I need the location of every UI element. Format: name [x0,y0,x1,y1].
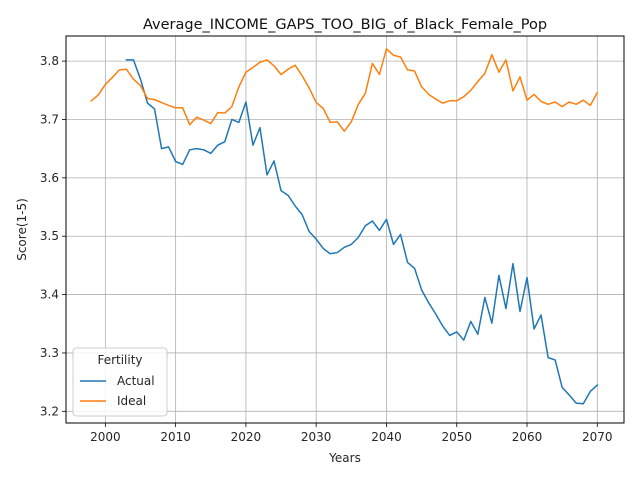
y-tick-label: 3.6 [40,171,59,185]
x-axis-ticks: 2000 2010 2020 2030 2040 2050 2060 2070 [90,423,613,444]
series-lines [90,48,599,405]
y-axis-ticks: 3.2 3.3 3.4 3.5 3.6 3.7 3.8 [40,54,66,418]
series-line-ideal [90,48,599,132]
y-tick-label: 3.5 [40,229,59,243]
x-tick-label: 2060 [512,430,543,444]
x-tick-label: 2020 [231,430,262,444]
legend-label-ideal: Ideal [117,394,146,408]
x-axis-title: Years [328,451,361,465]
x-tick-label: 2000 [90,430,121,444]
plot-frame [65,35,625,424]
x-tick-label: 2050 [441,430,472,444]
legend-label-actual: Actual [117,374,155,388]
series-line-actual [125,59,599,405]
x-tick-label: 2010 [160,430,191,444]
x-tick-label: 2070 [582,430,613,444]
y-tick-label: 3.8 [40,54,59,68]
x-tick-label: 2040 [371,430,402,444]
legend-title: Fertility [97,353,142,367]
y-tick-label: 3.2 [40,404,59,418]
chart-title: Average_INCOME_GAPS_TOO_BIG_of_Black_Fem… [143,17,547,33]
y-axis-title: Score(1-5) [15,198,29,261]
x-tick-label: 2030 [301,430,332,444]
y-tick-label: 3.4 [40,288,59,302]
y-tick-label: 3.7 [40,112,59,126]
legend: Fertility Actual Ideal [72,347,168,417]
legend-frame [72,347,168,417]
y-tick-label: 3.3 [40,346,59,360]
